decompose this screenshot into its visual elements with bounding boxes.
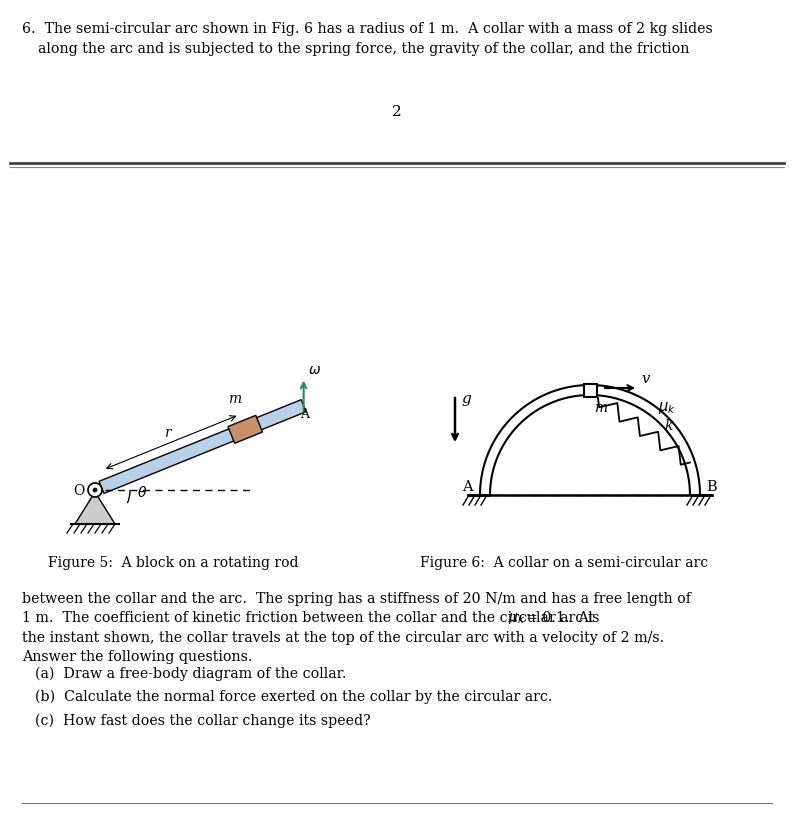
Text: $\omega$: $\omega$ xyxy=(307,363,321,377)
Text: m: m xyxy=(594,401,607,415)
Polygon shape xyxy=(75,492,115,524)
Text: O: O xyxy=(73,484,85,498)
Text: (c)  How fast does the collar change its speed?: (c) How fast does the collar change its … xyxy=(35,713,371,728)
Polygon shape xyxy=(99,400,306,494)
Text: between the collar and the arc.  The spring has a stiffness of 20 N/m and has a : between the collar and the arc. The spri… xyxy=(22,592,691,606)
Text: m: m xyxy=(228,392,241,406)
Text: $\mu_k$: $\mu_k$ xyxy=(658,400,676,416)
Text: along the arc and is subjected to the spring force, the gravity of the collar, a: along the arc and is subjected to the sp… xyxy=(38,42,689,56)
Text: A: A xyxy=(462,480,472,494)
Bar xyxy=(584,384,596,397)
Circle shape xyxy=(93,488,97,492)
Text: r: r xyxy=(164,426,171,440)
Text: k: k xyxy=(665,419,673,433)
Text: Figure 6:  A collar on a semi-circular arc: Figure 6: A collar on a semi-circular ar… xyxy=(420,556,708,570)
Text: 6.  The semi-circular arc shown in Fig. 6 has a radius of 1 m.  A collar with a : 6. The semi-circular arc shown in Fig. 6… xyxy=(22,22,713,36)
Text: Answer the following questions.: Answer the following questions. xyxy=(22,650,252,664)
Text: the instant shown, the collar travels at the top of the circular arc with a velo: the instant shown, the collar travels at… xyxy=(22,631,665,645)
Text: 1 m.  The coefficient of kinetic friction between the collar and the circular ar: 1 m. The coefficient of kinetic friction… xyxy=(22,611,599,626)
Text: 2: 2 xyxy=(392,105,402,119)
Text: Figure 5:  A block on a rotating rod: Figure 5: A block on a rotating rod xyxy=(48,556,299,570)
Text: = 0.1.  At: = 0.1. At xyxy=(526,611,594,626)
Text: (a)  Draw a free-body diagram of the collar.: (a) Draw a free-body diagram of the coll… xyxy=(35,667,346,681)
Text: g: g xyxy=(461,392,471,406)
Text: $\mu_k$: $\mu_k$ xyxy=(508,611,525,627)
Text: $\theta$: $\theta$ xyxy=(137,485,147,500)
Text: v: v xyxy=(641,372,649,386)
Circle shape xyxy=(88,483,102,497)
Text: A: A xyxy=(299,408,309,421)
Text: B: B xyxy=(706,480,717,494)
Text: (b)  Calculate the normal force exerted on the collar by the circular arc.: (b) Calculate the normal force exerted o… xyxy=(35,690,553,704)
Polygon shape xyxy=(228,415,263,443)
